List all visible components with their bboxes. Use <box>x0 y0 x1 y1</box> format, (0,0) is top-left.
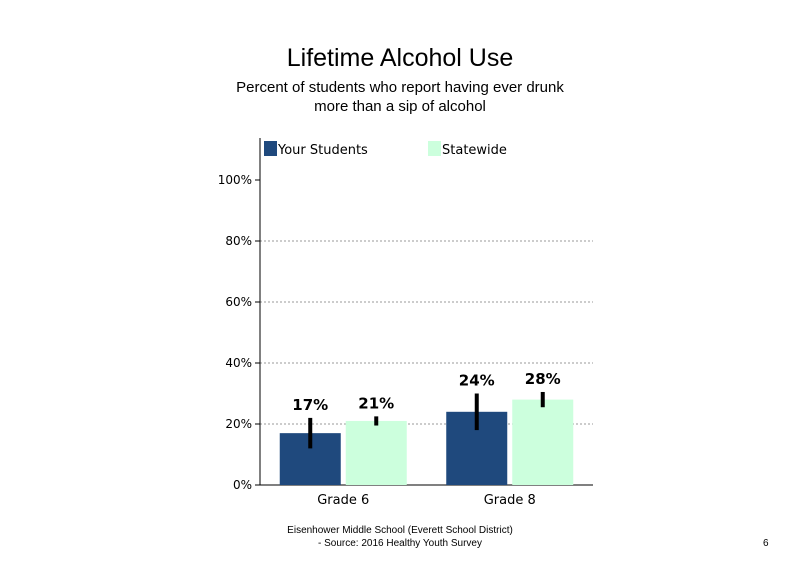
subtitle-line-1: Percent of students who report having ev… <box>236 79 564 96</box>
data-label: 17% <box>292 396 328 414</box>
y-tick-label: 60% <box>225 295 252 309</box>
y-tick-label: 0% <box>233 478 252 492</box>
data-label: 21% <box>358 394 394 412</box>
y-tick-label: 100% <box>218 173 252 187</box>
data-label: 28% <box>525 370 561 388</box>
y-tick-label: 20% <box>225 417 252 431</box>
category-label: Grade 6 <box>317 493 369 508</box>
legend-swatch <box>264 141 277 156</box>
chart-subtitle: Percent of students who report having ev… <box>235 78 565 116</box>
y-tick-label: 80% <box>225 234 252 248</box>
footer-school: Eisenhower Middle School (Everett School… <box>287 525 513 536</box>
y-tick-label: 40% <box>225 356 252 370</box>
legend-swatch <box>428 141 441 156</box>
bar <box>512 399 574 485</box>
legend-label: Your Students <box>277 143 368 158</box>
legend-label: Statewide <box>442 143 507 158</box>
data-label: 24% <box>459 372 495 390</box>
category-label: Grade 8 <box>484 493 536 508</box>
footer: Eisenhower Middle School (Everett School… <box>0 524 800 550</box>
subtitle-line-2: more than a sip of alcohol <box>314 98 486 115</box>
page-number: 6 <box>763 538 769 549</box>
chart-title: Lifetime Alcohol Use <box>286 44 514 72</box>
bar <box>345 420 407 485</box>
footer-source: - Source: 2016 Healthy Youth Survey <box>318 538 482 549</box>
